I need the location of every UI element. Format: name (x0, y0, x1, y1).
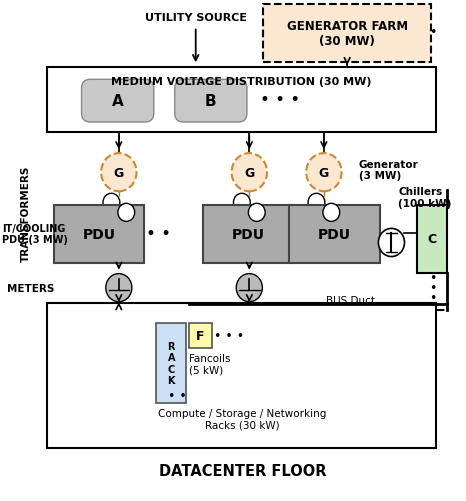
FancyBboxPatch shape (417, 205, 447, 273)
Text: IT/COOLING
PDU (3 MW): IT/COOLING PDU (3 MW) (2, 223, 68, 245)
Text: DATACENTER FLOOR: DATACENTER FLOOR (158, 463, 326, 478)
Text: G: G (319, 166, 329, 179)
Text: • •: • • (168, 389, 186, 402)
FancyBboxPatch shape (289, 205, 380, 263)
Text: •: • (429, 272, 436, 285)
Circle shape (236, 274, 262, 302)
Text: Chillers
(100 kW): Chillers (100 kW) (398, 187, 452, 209)
Circle shape (233, 194, 250, 212)
Text: BUS Duct: BUS Duct (326, 296, 375, 306)
Text: G: G (114, 166, 124, 179)
Circle shape (103, 194, 120, 212)
FancyBboxPatch shape (156, 323, 186, 403)
Text: TRANSFORMERS: TRANSFORMERS (21, 165, 31, 261)
FancyBboxPatch shape (82, 80, 154, 123)
Circle shape (308, 194, 325, 212)
Text: Fancoils
(5 kW): Fancoils (5 kW) (189, 353, 230, 375)
Text: PDU: PDU (232, 227, 265, 241)
Text: METERS: METERS (7, 283, 55, 293)
Circle shape (248, 204, 265, 222)
Text: UTILITY SOURCE: UTILITY SOURCE (145, 13, 247, 23)
FancyBboxPatch shape (263, 5, 431, 63)
Text: •: • (429, 282, 436, 295)
Text: • • •: • • • (214, 329, 245, 342)
Text: •: • (429, 26, 436, 39)
FancyBboxPatch shape (203, 205, 294, 263)
Circle shape (306, 154, 342, 192)
Circle shape (101, 154, 137, 192)
Circle shape (232, 154, 267, 192)
FancyBboxPatch shape (54, 205, 144, 263)
Text: •: • (429, 292, 436, 305)
Circle shape (118, 204, 135, 222)
Text: GENERATOR FARM
(30 MW): GENERATOR FARM (30 MW) (287, 20, 408, 48)
Text: • •: • • (146, 225, 171, 243)
Text: • • •: • • • (260, 91, 300, 109)
Text: PDU: PDU (82, 227, 116, 241)
Text: C: C (428, 233, 437, 245)
Circle shape (106, 274, 132, 302)
FancyBboxPatch shape (47, 303, 436, 448)
Text: R
A
C
K: R A C K (167, 341, 175, 386)
Text: MEDIUM VOLTAGE DISTRIBUTION (30 MW): MEDIUM VOLTAGE DISTRIBUTION (30 MW) (111, 77, 371, 87)
Text: A: A (112, 94, 123, 109)
Text: PDU: PDU (318, 227, 351, 241)
Text: F: F (196, 329, 205, 342)
Text: Compute / Storage / Networking
Racks (30 kW): Compute / Storage / Networking Racks (30… (158, 408, 327, 430)
Circle shape (323, 204, 340, 222)
Text: B: B (205, 94, 217, 109)
FancyBboxPatch shape (47, 68, 436, 133)
Text: G: G (244, 166, 254, 179)
FancyBboxPatch shape (175, 80, 247, 123)
FancyBboxPatch shape (189, 323, 212, 348)
Circle shape (378, 229, 404, 257)
Text: Generator
(3 MW): Generator (3 MW) (359, 159, 418, 181)
